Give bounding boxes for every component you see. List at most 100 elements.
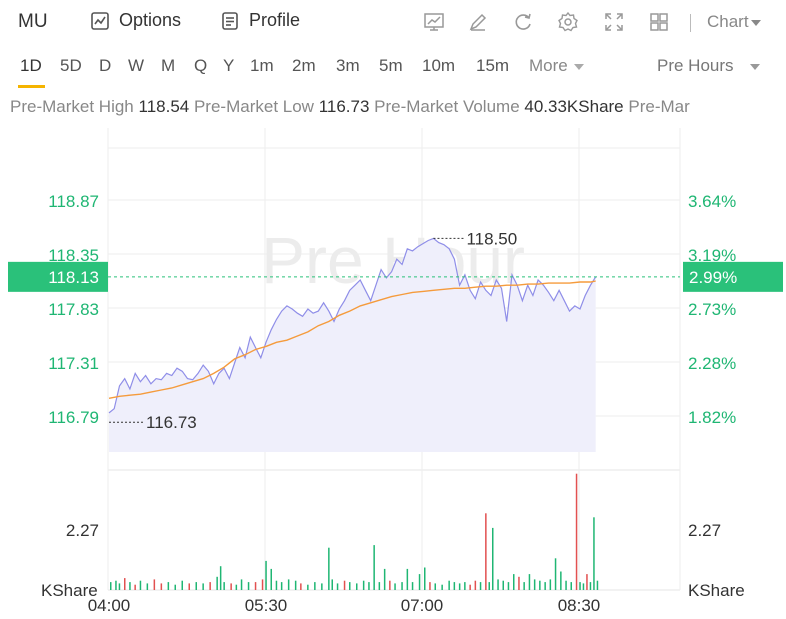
chart-area[interactable]: Pre Hour 118.87 118.35 117.83 117.31 116… (0, 120, 786, 619)
volume-bar (195, 582, 197, 590)
toolbar-divider (690, 14, 691, 32)
volume-bar (589, 582, 592, 590)
period-tab-10m[interactable]: 10m (422, 56, 456, 75)
left-axis-tick-label: 118.35 (48, 246, 99, 265)
right-axis-tick-label: 2.73% (688, 300, 736, 319)
price-line (108, 237, 597, 414)
last-price-value: 118.13 (48, 268, 99, 287)
settings-gear-icon[interactable] (557, 11, 579, 33)
volume-bar (373, 545, 375, 590)
volume-bar (418, 574, 421, 590)
volume-bar (153, 579, 156, 590)
more-periods-label: More (529, 56, 568, 75)
period-tab-m[interactable]: M (161, 56, 176, 75)
active-period-indicator (18, 85, 45, 88)
ticker-symbol: MU (18, 11, 48, 32)
volume-bar (518, 576, 520, 590)
session-label: Pre Hours (657, 56, 734, 75)
volume-bar (464, 582, 466, 590)
volume-bar (448, 580, 450, 590)
last-change-tag: 2.99% (683, 261, 783, 292)
right-axis-tick-label: 3.19% (688, 246, 736, 265)
period-tab-q[interactable]: Q (194, 56, 208, 75)
chart-type-label: Chart (707, 12, 749, 31)
period-tab-5d[interactable]: 5D (60, 56, 82, 75)
volume-unit-left: KShare (41, 581, 98, 600)
volume-bar (181, 580, 183, 590)
volume-bar (331, 579, 333, 590)
volume-bars (110, 473, 599, 590)
volume-bar (124, 578, 126, 590)
high-value: 118.54 (138, 97, 190, 116)
volume-unit-right: KShare (688, 581, 745, 600)
period-tab-1m[interactable]: 1m (250, 56, 274, 75)
volume-bar (549, 579, 552, 590)
left-axis-tick-label: 116.79 (48, 408, 99, 427)
volume-label: Pre-Market Volume (374, 97, 520, 116)
time-axis-label: 08:30 (558, 596, 601, 615)
volume-bar (167, 582, 170, 590)
trailing-stat-label: Pre-Mar (628, 97, 690, 116)
time-axis-label: 04:00 (88, 596, 131, 615)
volume-bar (596, 580, 599, 590)
volume-bar (383, 568, 386, 590)
grid-layout-icon[interactable] (648, 11, 670, 33)
period-tab-15m[interactable]: 15m (476, 56, 510, 75)
indicator-icon[interactable] (423, 11, 445, 33)
volume-bar (223, 582, 225, 590)
last-change-value: 2.99% (689, 268, 737, 287)
volume-bar (275, 580, 278, 590)
more-periods-dropdown[interactable]: More (529, 56, 585, 76)
time-axis-label: 07:00 (401, 596, 444, 615)
volume-bar (307, 584, 309, 590)
volume-bar (314, 582, 316, 590)
low-value: 116.73 (318, 97, 370, 116)
volume-bar (202, 583, 204, 590)
volume-bar (287, 579, 290, 590)
period-tab-3m[interactable]: 3m (336, 56, 360, 75)
period-tab-w[interactable]: W (128, 56, 145, 75)
options-button[interactable]: Options (90, 10, 181, 31)
volume-bar (586, 574, 588, 590)
high-annotation: 118.50 (466, 229, 517, 248)
refresh-icon[interactable] (512, 11, 534, 33)
volume-bar (349, 582, 351, 590)
volume-bar (544, 582, 546, 590)
volume-bar (188, 583, 190, 590)
options-label: Options (119, 10, 182, 30)
volume-bar (582, 583, 585, 590)
options-icon (90, 11, 110, 31)
volume-bar (479, 582, 482, 590)
fullscreen-icon[interactable] (603, 11, 625, 33)
draw-pen-icon[interactable] (467, 11, 489, 33)
volume-bar (434, 583, 436, 590)
profile-button[interactable]: Profile (220, 10, 300, 31)
volume-bar (265, 560, 267, 590)
volume-bar (401, 582, 403, 590)
volume-bar (560, 571, 562, 590)
volume-bar (328, 547, 330, 590)
volume-bar (441, 584, 443, 590)
chevron-down-icon (574, 63, 585, 70)
volume-bar (134, 584, 136, 590)
volume-bar (406, 568, 409, 590)
price-volume-chart[interactable]: Pre Hour 118.87 118.35 117.83 117.31 116… (0, 120, 786, 619)
volume-bar (336, 583, 339, 590)
volume-bar (235, 584, 238, 590)
session-dropdown[interactable]: Pre Hours (657, 56, 760, 76)
period-tab-y[interactable]: Y (223, 56, 235, 75)
volume-bar (160, 583, 163, 590)
chart-type-dropdown[interactable]: Chart (707, 12, 761, 32)
left-axis-tick-label: 117.31 (48, 354, 99, 373)
volume-bar (146, 583, 149, 590)
profile-label: Profile (249, 10, 301, 30)
period-tab-d[interactable]: D (99, 56, 112, 75)
volume-bar (254, 582, 257, 590)
volume-bar (129, 582, 131, 590)
period-tab-5m[interactable]: 5m (379, 56, 403, 75)
period-tab-1d[interactable]: 1D (20, 56, 42, 75)
volume-bar (523, 582, 525, 590)
low-annotation: 116.73 (146, 413, 197, 432)
period-tab-2m[interactable]: 2m (292, 56, 316, 75)
volume-bar (513, 574, 515, 590)
